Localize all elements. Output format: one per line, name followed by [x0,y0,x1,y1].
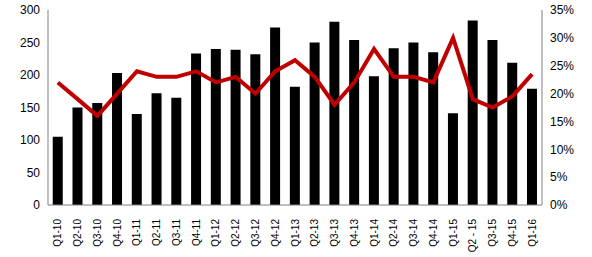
svg-text:Q1-14: Q1-14 [369,219,380,247]
svg-text:Q2-10: Q2-10 [72,219,83,247]
svg-text:Q4-11: Q4-11 [191,219,202,246]
svg-text:15%: 15% [550,115,574,129]
svg-text:30%: 30% [550,31,574,45]
svg-text:200: 200 [20,68,40,82]
svg-text:Q2 - 15: Q2 - 15 [467,219,478,253]
svg-text:Q4-14: Q4-14 [428,219,439,247]
svg-text:35%: 35% [550,3,574,17]
svg-text:Q1-10: Q1-10 [52,219,63,247]
svg-text:Q1-12: Q1-12 [210,219,221,247]
svg-text:Q3-15: Q3-15 [487,219,498,247]
svg-text:0%: 0% [550,198,568,212]
svg-text:Q3-11: Q3-11 [171,219,182,246]
svg-text:Q4-10: Q4-10 [112,219,123,247]
svg-text:Q2-11: Q2-11 [151,219,162,246]
svg-text:Q1-11: Q1-11 [131,219,142,246]
svg-text:300: 300 [20,3,40,17]
svg-text:10%: 10% [550,143,574,157]
svg-text:5%: 5% [550,170,568,184]
svg-text:Q3-13: Q3-13 [329,219,340,247]
svg-text:Q4-13: Q4-13 [349,219,360,247]
svg-text:Q4-12: Q4-12 [270,219,281,247]
svg-text:Q4-15: Q4-15 [507,219,518,247]
svg-text:Q3-10: Q3-10 [92,219,103,247]
svg-text:Q2-14: Q2-14 [388,219,399,247]
svg-text:Q1-16: Q1-16 [527,219,538,247]
svg-text:Q1-15: Q1-15 [448,219,459,247]
svg-text:Q2-12: Q2-12 [230,219,241,247]
svg-text:50: 50 [27,166,41,180]
svg-text:Q3-12: Q3-12 [250,219,261,247]
svg-text:25%: 25% [550,59,574,73]
svg-text:250: 250 [20,36,40,50]
svg-text:Q3-14: Q3-14 [408,219,419,247]
svg-text:100: 100 [20,133,40,147]
svg-text:0: 0 [33,198,40,212]
svg-text:Q2-13: Q2-13 [309,219,320,247]
svg-text:Q1-13: Q1-13 [290,219,301,247]
svg-text:150: 150 [20,101,40,115]
svg-text:20%: 20% [550,87,574,101]
